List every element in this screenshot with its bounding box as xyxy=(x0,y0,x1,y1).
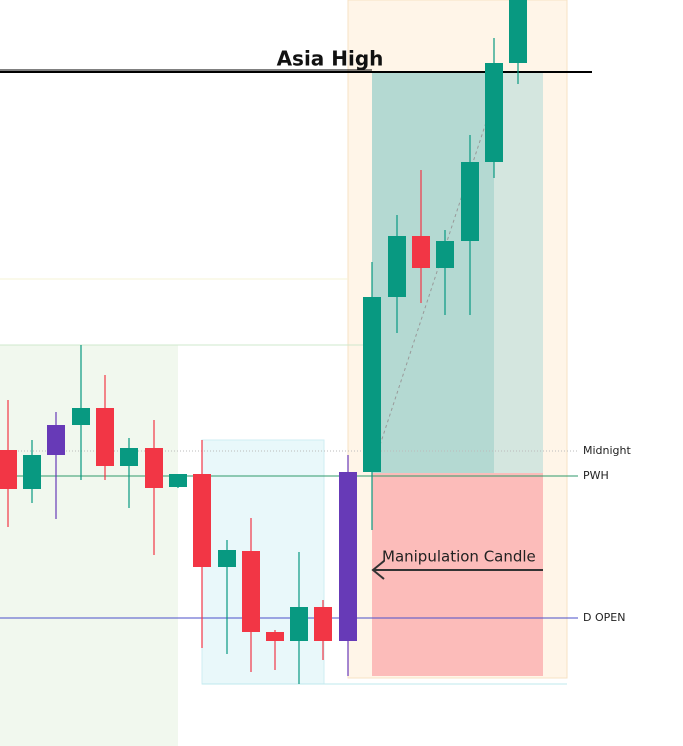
candle-body xyxy=(314,607,332,641)
candle-body xyxy=(266,632,284,641)
candle-body xyxy=(363,297,381,472)
loss-zone xyxy=(372,473,543,676)
arrow-head xyxy=(371,560,385,580)
candle-body xyxy=(23,455,41,489)
candle-body xyxy=(388,236,406,297)
candle-body xyxy=(145,448,163,488)
pwh-label: PWH xyxy=(583,469,609,482)
candle-body xyxy=(485,63,503,162)
candle-body xyxy=(509,0,527,63)
candle-body xyxy=(339,472,357,641)
session-zone xyxy=(0,345,178,746)
candle-body xyxy=(436,241,454,268)
candle-body xyxy=(47,425,65,455)
candle-body xyxy=(461,162,479,241)
asia-high-label: Asia High xyxy=(277,47,384,71)
midnight-label: Midnight xyxy=(583,444,632,457)
candle-body xyxy=(169,474,187,487)
candle-body xyxy=(120,448,138,466)
candle-body xyxy=(412,236,430,268)
manipulation-label: Manipulation Candle xyxy=(382,548,536,566)
candles xyxy=(0,0,527,684)
candle-body xyxy=(218,550,236,567)
candle-body xyxy=(0,450,17,489)
candle-body xyxy=(72,408,90,425)
candle-body xyxy=(193,474,211,567)
candle-body xyxy=(96,408,114,466)
d-open-label: D OPEN xyxy=(583,611,625,624)
candle-body xyxy=(290,607,308,641)
candle-body xyxy=(242,551,260,632)
